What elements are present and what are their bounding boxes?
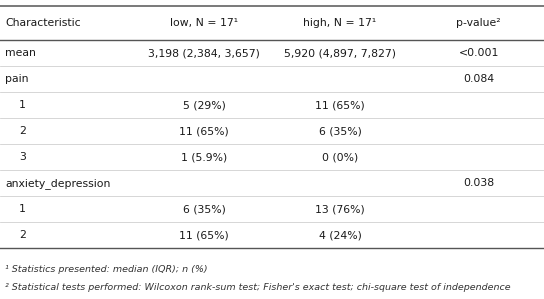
Text: 6 (35%): 6 (35%) xyxy=(319,126,361,136)
Text: 11 (65%): 11 (65%) xyxy=(179,126,229,136)
Text: high, N = 17¹: high, N = 17¹ xyxy=(304,18,376,28)
Text: 0 (0%): 0 (0%) xyxy=(322,152,358,162)
Text: 0.084: 0.084 xyxy=(463,74,494,84)
Text: 0.038: 0.038 xyxy=(463,179,494,188)
Text: 5 (29%): 5 (29%) xyxy=(183,100,225,110)
Text: 3,198 (2,384, 3,657): 3,198 (2,384, 3,657) xyxy=(148,48,260,58)
Text: 6 (35%): 6 (35%) xyxy=(183,205,225,214)
Text: mean: mean xyxy=(5,48,36,58)
Text: p-value²: p-value² xyxy=(456,18,501,28)
Text: 2: 2 xyxy=(19,231,26,240)
Text: 1 (5.9%): 1 (5.9%) xyxy=(181,152,227,162)
Text: ¹ Statistics presented: median (IQR); n (%): ¹ Statistics presented: median (IQR); n … xyxy=(5,265,208,274)
Text: Characteristic: Characteristic xyxy=(5,18,81,28)
Text: pain: pain xyxy=(5,74,29,84)
Text: 4 (24%): 4 (24%) xyxy=(319,231,361,240)
Text: ² Statistical tests performed: Wilcoxon rank-sum test; Fisher's exact test; chi-: ² Statistical tests performed: Wilcoxon … xyxy=(5,283,511,292)
Text: anxiety_depression: anxiety_depression xyxy=(5,178,111,189)
Text: 1: 1 xyxy=(19,100,26,110)
Text: 1: 1 xyxy=(19,205,26,214)
Text: 11 (65%): 11 (65%) xyxy=(179,231,229,240)
Text: 11 (65%): 11 (65%) xyxy=(315,100,365,110)
Text: 3: 3 xyxy=(19,152,26,162)
Text: 5,920 (4,897, 7,827): 5,920 (4,897, 7,827) xyxy=(284,48,396,58)
Text: <0.001: <0.001 xyxy=(459,48,499,58)
Text: 13 (76%): 13 (76%) xyxy=(315,205,365,214)
Text: 2: 2 xyxy=(19,126,26,136)
Text: low, N = 17¹: low, N = 17¹ xyxy=(170,18,238,28)
